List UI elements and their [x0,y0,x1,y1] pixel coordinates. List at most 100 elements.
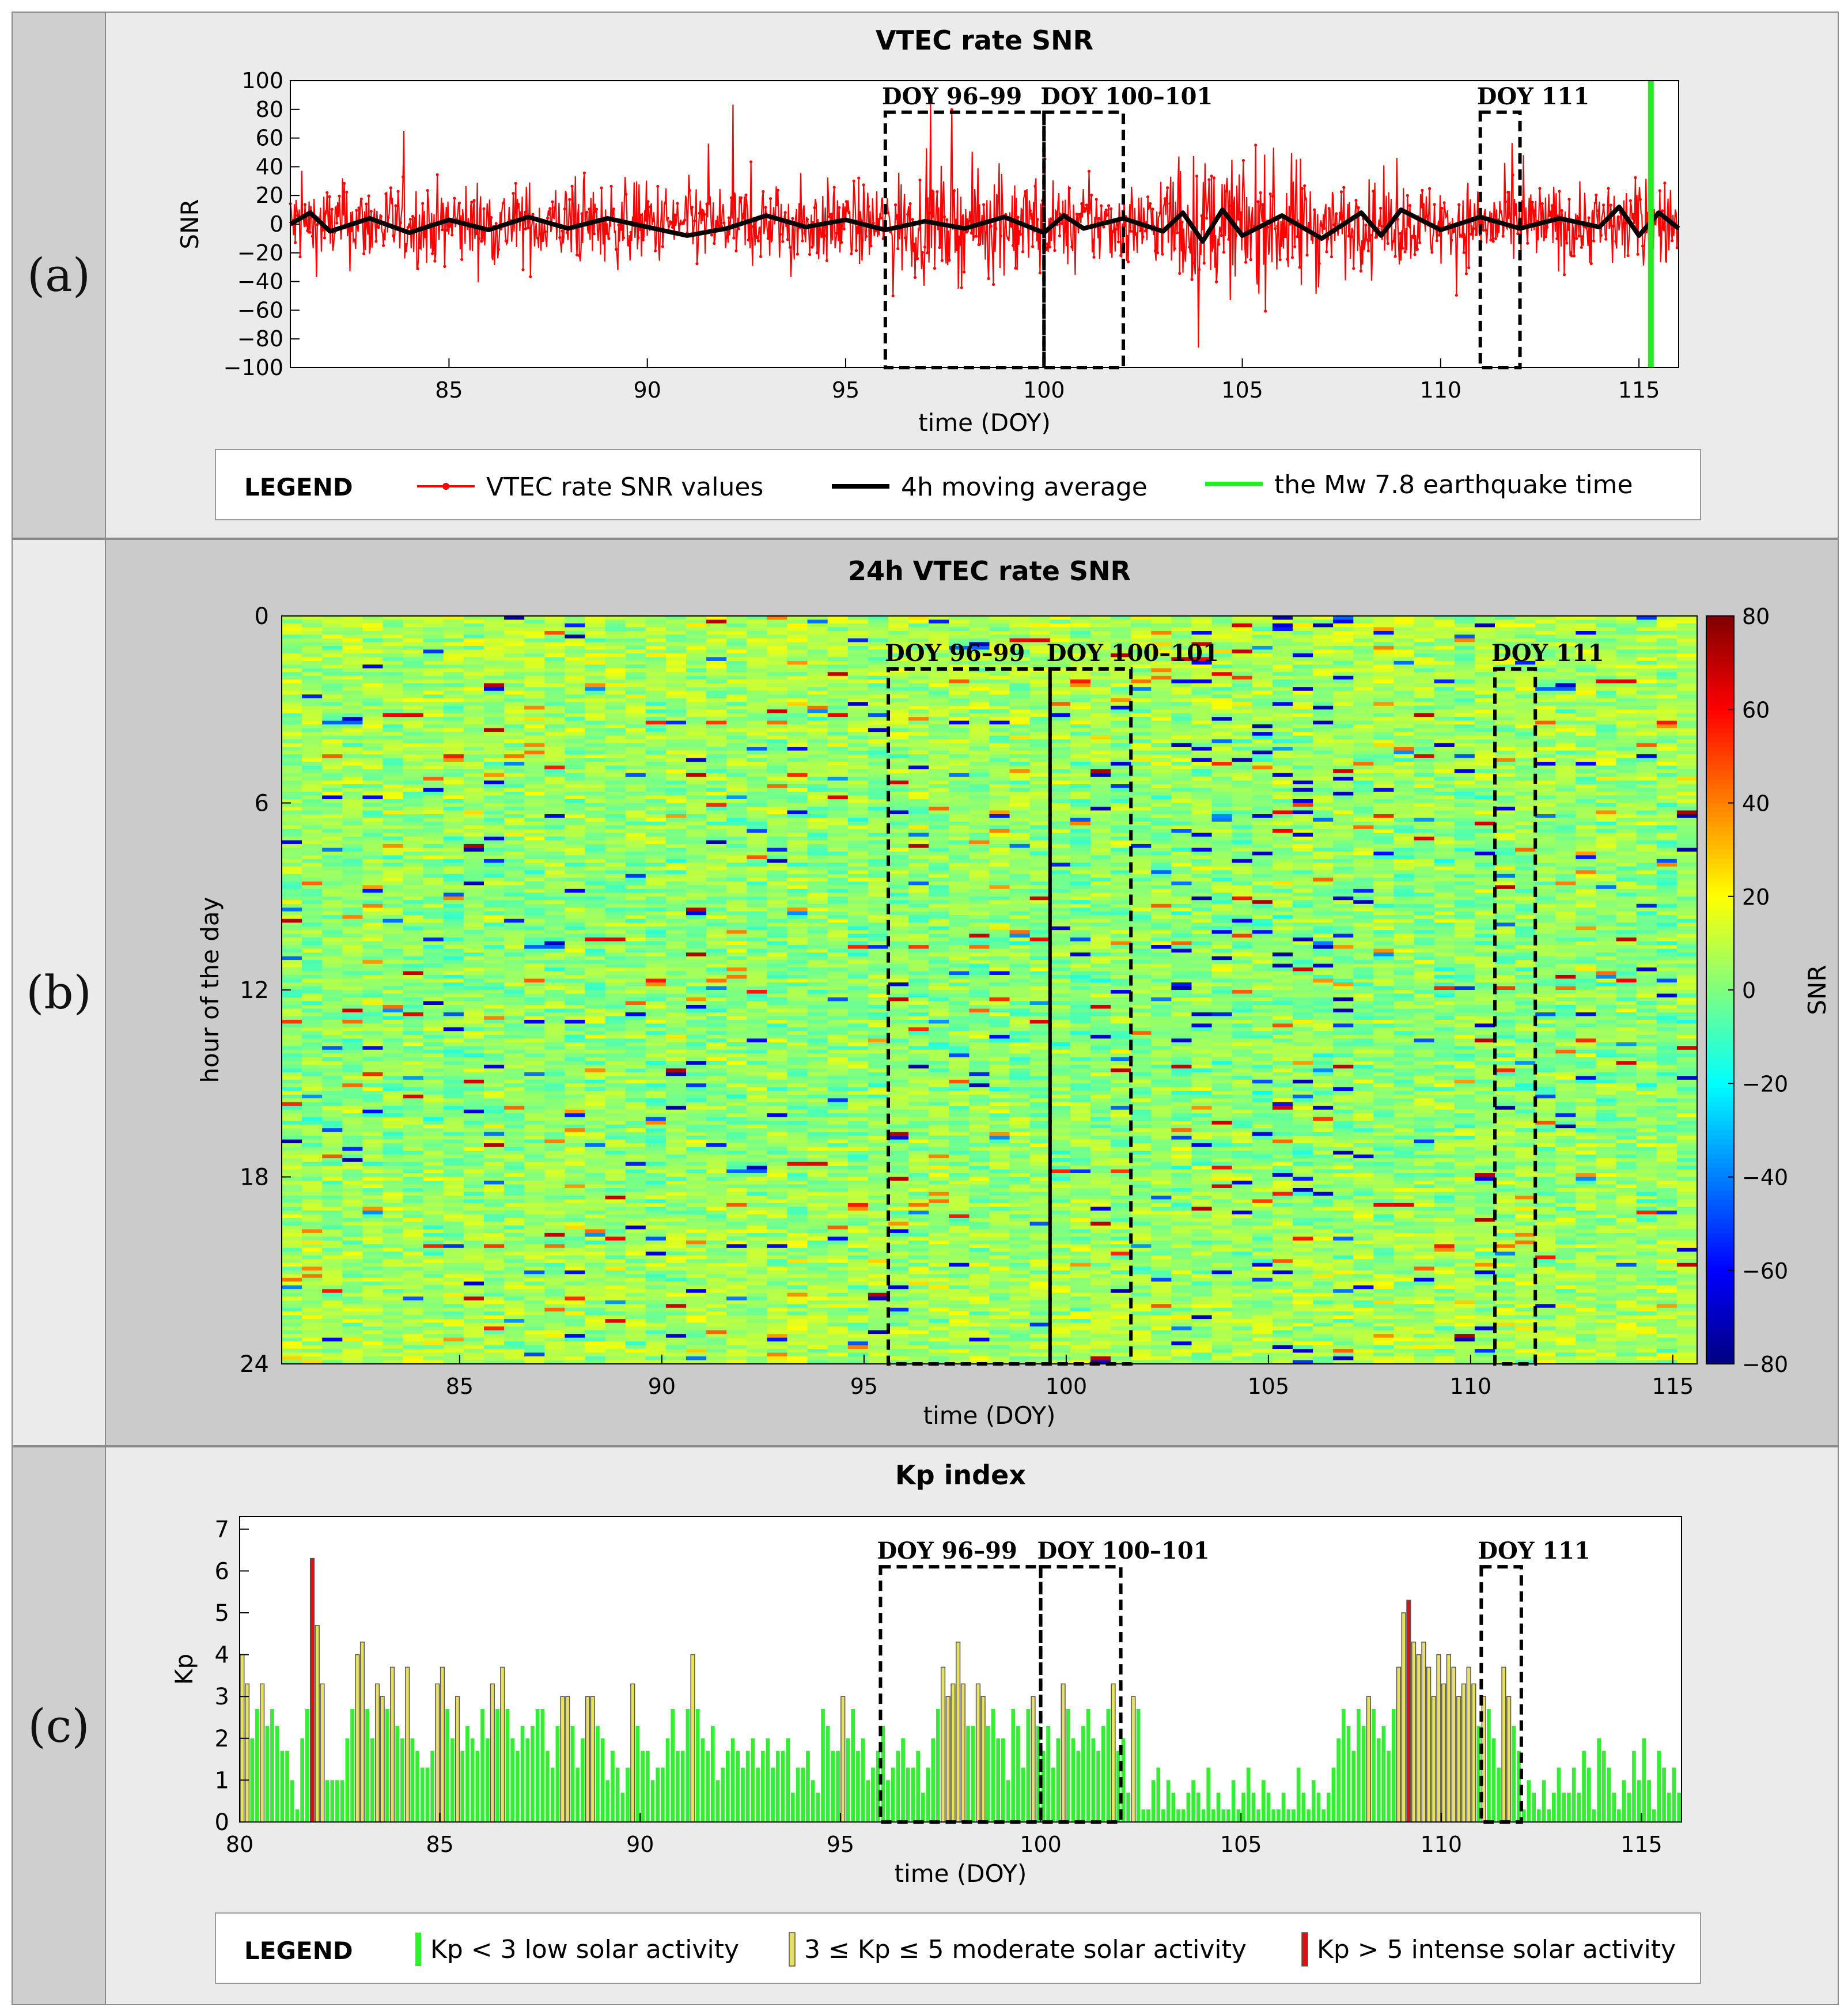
heatmap-cell [443,1136,464,1140]
heatmap-cell [443,709,464,714]
heatmap-cell [322,836,343,841]
heatmap-cell [342,911,363,916]
heatmap-cell [686,1169,707,1174]
heatmap-cell [625,1001,646,1005]
heatmap-cell [686,649,707,654]
heatmap-cell [463,1162,484,1166]
heatmap-cell [625,1012,646,1016]
heatmap-cell [686,967,707,972]
heatmap-cell [524,1143,545,1148]
heatmap-cell [524,1031,545,1035]
heatmap-cell [706,638,727,642]
heatmap-cell [645,1098,667,1103]
heatmap-cell [322,1083,343,1088]
heatmap-cell [585,1158,606,1163]
heatmap-cell [322,792,343,796]
heatmap-cell [282,833,302,837]
heatmap-cell [585,1296,606,1301]
heatmap-cell [423,1300,444,1305]
heatmap-cell [565,937,586,942]
heatmap-cell [383,1214,404,1219]
heatmap-cell [625,1027,646,1031]
heatmap-cell [383,833,404,837]
heatmap-cell [524,900,545,905]
snr-marker [1572,254,1576,258]
heatmap-cell [504,918,525,923]
heatmap-cell [423,1307,444,1312]
heatmap-cell [504,1151,525,1155]
heatmap-cell [706,1079,727,1084]
heatmap-cell [524,1322,545,1327]
heatmap-cell [504,694,525,699]
heatmap-cell [605,668,626,672]
heatmap-cell [544,777,565,781]
heatmap-cell [625,687,646,691]
snr-marker [656,184,660,188]
heatmap-cell [302,777,323,781]
heatmap-cell [282,1262,302,1267]
heatmap-cell [282,844,302,848]
heatmap-cell [282,900,302,905]
heatmap-cell [605,840,626,845]
snr-marker [887,211,890,214]
heatmap-cell [645,893,667,897]
heatmap-cell [504,728,525,732]
snr-marker [916,257,919,260]
heatmap-cell [383,1218,404,1222]
heatmap-cell [463,765,484,770]
heatmap-cell [645,619,667,624]
heatmap-cell [504,866,525,871]
heatmap-cell [383,672,404,676]
heatmap-cell [463,1166,484,1170]
heatmap-cell [686,1225,707,1230]
heatmap-cell [706,911,727,916]
heatmap-cell [362,855,384,860]
heatmap-cell [403,672,424,676]
heatmap-cell [322,795,343,800]
snr-marker [404,243,407,246]
snr-marker [1183,250,1186,254]
heatmap-cell [524,631,545,636]
heatmap-cell [565,1345,586,1349]
heatmap-cell [443,1106,464,1110]
snr-marker [1239,211,1243,214]
heatmap-cell [383,1121,404,1125]
heatmap-cell [463,818,484,822]
heatmap-cell [484,732,505,736]
heatmap-cell [605,948,626,953]
heatmap-cell [423,1098,444,1103]
heatmap-cell [686,754,707,759]
heatmap-cell [504,754,525,759]
heatmap-cell [282,918,302,923]
heatmap-cell [625,747,646,751]
heatmap-cell [605,1184,626,1189]
heatmap-cell [565,870,586,875]
heatmap-cell [625,668,646,672]
heatmap-cell [504,657,525,661]
heatmap-cell [342,1001,363,1005]
heatmap-cell [625,997,646,1002]
heatmap-cell [403,653,424,657]
heatmap-cell [383,1240,404,1245]
heatmap-cell [342,1207,363,1211]
snr-marker [325,191,329,194]
heatmap-cell [504,687,525,691]
heatmap-cell [504,1267,525,1271]
heatmap-cell [544,1049,565,1054]
snr-marker [1024,190,1027,194]
heatmap-cell [605,1281,626,1286]
heatmap-cell [443,1349,464,1354]
heatmap-cell [585,1147,606,1151]
heatmap-cell [383,997,404,1002]
snr-marker [671,225,675,229]
snr-marker [1408,204,1412,207]
heatmap-cell [342,709,363,714]
heatmap-cell [706,773,727,777]
snr-marker [1237,217,1240,221]
heatmap-cell [484,1008,505,1013]
heatmap-cell [565,814,586,819]
heatmap-cell [443,619,464,624]
heatmap-cell [484,866,505,871]
heatmap-cell [645,1079,667,1084]
heatmap-cell [686,1315,707,1320]
